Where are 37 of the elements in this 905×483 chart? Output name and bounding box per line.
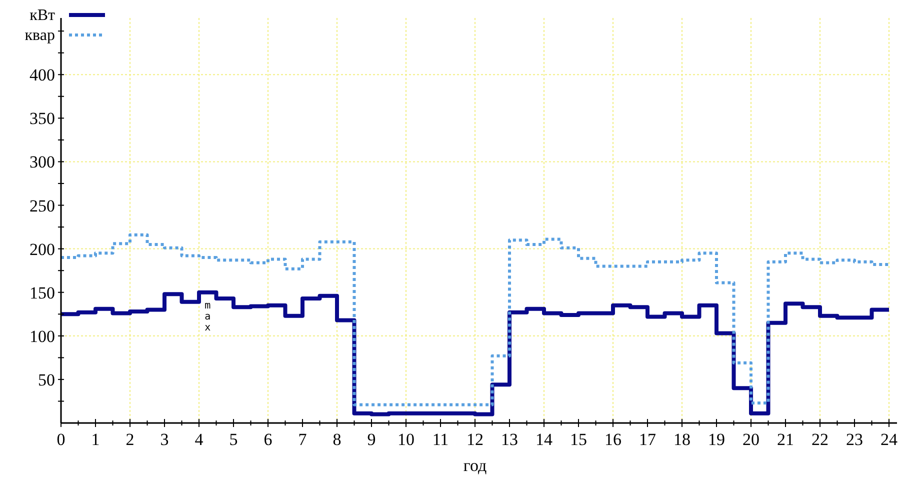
- x-tick-label: 15: [570, 430, 587, 449]
- x-tick-label: 22: [812, 430, 828, 449]
- x-tick-label: 19: [708, 430, 725, 449]
- y-tick-label: 150: [30, 283, 55, 302]
- legend-label: кВт: [30, 7, 56, 24]
- x-tick-label: 4: [194, 430, 204, 449]
- x-tick-label: 17: [639, 430, 656, 449]
- x-tick-label: 10: [398, 430, 414, 449]
- x-tick-label: 8: [332, 430, 342, 449]
- x-tick-label: 18: [674, 430, 690, 449]
- x-tick-label: 5: [229, 430, 238, 449]
- y-tick-label: 350: [30, 109, 55, 128]
- x-tick-label: 1: [91, 430, 100, 449]
- y-tick-label: 50: [38, 370, 55, 390]
- y-tick-label: 250: [30, 196, 55, 216]
- annotation: max: [204, 300, 211, 334]
- x-tick-label: 7: [298, 430, 308, 449]
- x-tick-label: 6: [264, 430, 272, 449]
- x-tick-label: 16: [604, 430, 622, 449]
- x-tick-label: 23: [846, 430, 863, 449]
- x-tick-label: 3: [160, 430, 169, 449]
- x-tick-label: 2: [126, 430, 134, 449]
- x-axis-title: год: [463, 456, 487, 475]
- y-tick-label: 200: [30, 240, 55, 259]
- x-tick-label: 21: [777, 430, 794, 449]
- x-tick-label: 20: [742, 430, 760, 449]
- x-tick-label: 13: [501, 430, 518, 449]
- x-tick-label: 0: [56, 430, 66, 449]
- y-tick-label: 100: [30, 326, 55, 346]
- y-tick-label: 300: [30, 152, 55, 172]
- x-tick-label: 12: [466, 430, 484, 449]
- x-tick-label: 14: [536, 430, 553, 449]
- y-tick-label: 400: [30, 66, 55, 85]
- x-tick-label: 24: [880, 430, 898, 449]
- x-tick-label: 11: [432, 430, 449, 449]
- x-tick-label: 9: [367, 430, 376, 449]
- legend-label: квар: [24, 27, 55, 44]
